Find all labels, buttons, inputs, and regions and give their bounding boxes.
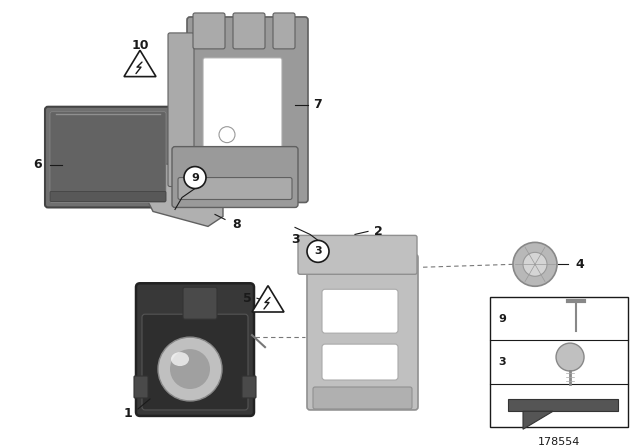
Circle shape (184, 167, 206, 189)
Polygon shape (523, 411, 553, 429)
FancyBboxPatch shape (298, 235, 417, 274)
Circle shape (219, 127, 235, 142)
Text: 4: 4 (575, 258, 584, 271)
Circle shape (185, 189, 195, 198)
FancyBboxPatch shape (203, 58, 282, 162)
Text: 3: 3 (498, 357, 506, 367)
FancyBboxPatch shape (508, 399, 618, 411)
FancyBboxPatch shape (172, 146, 298, 207)
Polygon shape (252, 286, 284, 312)
FancyBboxPatch shape (142, 314, 248, 410)
FancyBboxPatch shape (178, 177, 292, 199)
Text: 2: 2 (374, 225, 382, 238)
FancyBboxPatch shape (273, 13, 295, 49)
Text: 3: 3 (314, 246, 322, 256)
Text: 10: 10 (131, 39, 148, 52)
FancyBboxPatch shape (193, 13, 225, 49)
Text: 1: 1 (124, 407, 132, 420)
Text: 6: 6 (34, 158, 42, 171)
FancyBboxPatch shape (322, 344, 398, 380)
FancyBboxPatch shape (187, 17, 308, 202)
Polygon shape (148, 162, 223, 226)
Circle shape (307, 241, 329, 263)
Circle shape (556, 343, 584, 371)
FancyBboxPatch shape (45, 107, 171, 207)
Text: 9: 9 (498, 314, 506, 324)
FancyBboxPatch shape (233, 13, 265, 49)
Circle shape (513, 242, 557, 286)
Text: 5: 5 (243, 292, 252, 305)
FancyBboxPatch shape (50, 112, 166, 202)
FancyBboxPatch shape (322, 289, 398, 333)
Text: 9: 9 (191, 172, 199, 182)
FancyBboxPatch shape (183, 287, 217, 319)
FancyBboxPatch shape (313, 387, 412, 409)
FancyBboxPatch shape (242, 376, 256, 398)
Text: 3: 3 (292, 233, 300, 246)
FancyBboxPatch shape (136, 283, 254, 416)
FancyBboxPatch shape (490, 297, 628, 427)
FancyBboxPatch shape (307, 254, 418, 410)
Circle shape (523, 252, 547, 276)
Ellipse shape (171, 352, 189, 366)
Text: 7: 7 (314, 98, 323, 111)
Text: 178554: 178554 (538, 437, 580, 447)
Circle shape (158, 337, 222, 401)
Polygon shape (124, 50, 156, 77)
Text: 8: 8 (233, 218, 241, 231)
Circle shape (170, 349, 210, 389)
FancyBboxPatch shape (134, 376, 148, 398)
FancyBboxPatch shape (50, 191, 166, 202)
FancyBboxPatch shape (168, 33, 194, 186)
